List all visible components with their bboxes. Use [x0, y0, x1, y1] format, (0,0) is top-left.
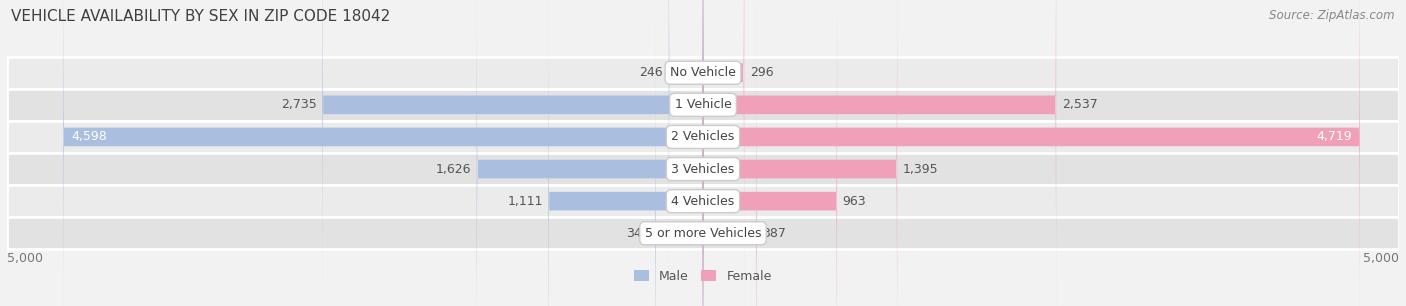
Bar: [7, 121, 1399, 153]
FancyBboxPatch shape: [703, 0, 1056, 306]
FancyBboxPatch shape: [655, 0, 703, 306]
Text: 1 Vehicle: 1 Vehicle: [675, 98, 731, 111]
Text: 387: 387: [762, 227, 786, 240]
FancyBboxPatch shape: [703, 0, 837, 306]
Bar: [7, 217, 1399, 249]
FancyBboxPatch shape: [669, 0, 703, 306]
Text: 5,000: 5,000: [1362, 252, 1399, 265]
Text: 4 Vehicles: 4 Vehicles: [672, 195, 734, 208]
FancyBboxPatch shape: [703, 0, 897, 306]
FancyBboxPatch shape: [548, 0, 703, 306]
Text: 5,000: 5,000: [7, 252, 44, 265]
Text: 2 Vehicles: 2 Vehicles: [672, 130, 734, 144]
FancyBboxPatch shape: [322, 0, 703, 306]
FancyBboxPatch shape: [703, 0, 756, 306]
Text: VEHICLE AVAILABILITY BY SEX IN ZIP CODE 18042: VEHICLE AVAILABILITY BY SEX IN ZIP CODE …: [11, 9, 391, 24]
Text: 5 or more Vehicles: 5 or more Vehicles: [645, 227, 761, 240]
Text: 3 Vehicles: 3 Vehicles: [672, 162, 734, 176]
Text: 1,395: 1,395: [903, 162, 938, 176]
Bar: [7, 185, 1399, 217]
Text: 2,735: 2,735: [281, 98, 316, 111]
Text: 1,111: 1,111: [508, 195, 543, 208]
FancyBboxPatch shape: [703, 0, 1360, 306]
Text: 963: 963: [842, 195, 866, 208]
Text: Source: ZipAtlas.com: Source: ZipAtlas.com: [1270, 9, 1395, 22]
Text: 296: 296: [749, 66, 773, 79]
Bar: [7, 153, 1399, 185]
Bar: [7, 89, 1399, 121]
Text: 1,626: 1,626: [436, 162, 471, 176]
Text: 342: 342: [626, 227, 650, 240]
Legend: Male, Female: Male, Female: [630, 265, 776, 288]
Text: 4,719: 4,719: [1316, 130, 1351, 144]
FancyBboxPatch shape: [703, 0, 744, 306]
FancyBboxPatch shape: [63, 0, 703, 306]
Bar: [7, 57, 1399, 89]
Text: No Vehicle: No Vehicle: [671, 66, 735, 79]
Text: 2,537: 2,537: [1062, 98, 1098, 111]
Text: 246: 246: [640, 66, 664, 79]
Text: 4,598: 4,598: [72, 130, 107, 144]
FancyBboxPatch shape: [477, 0, 703, 306]
